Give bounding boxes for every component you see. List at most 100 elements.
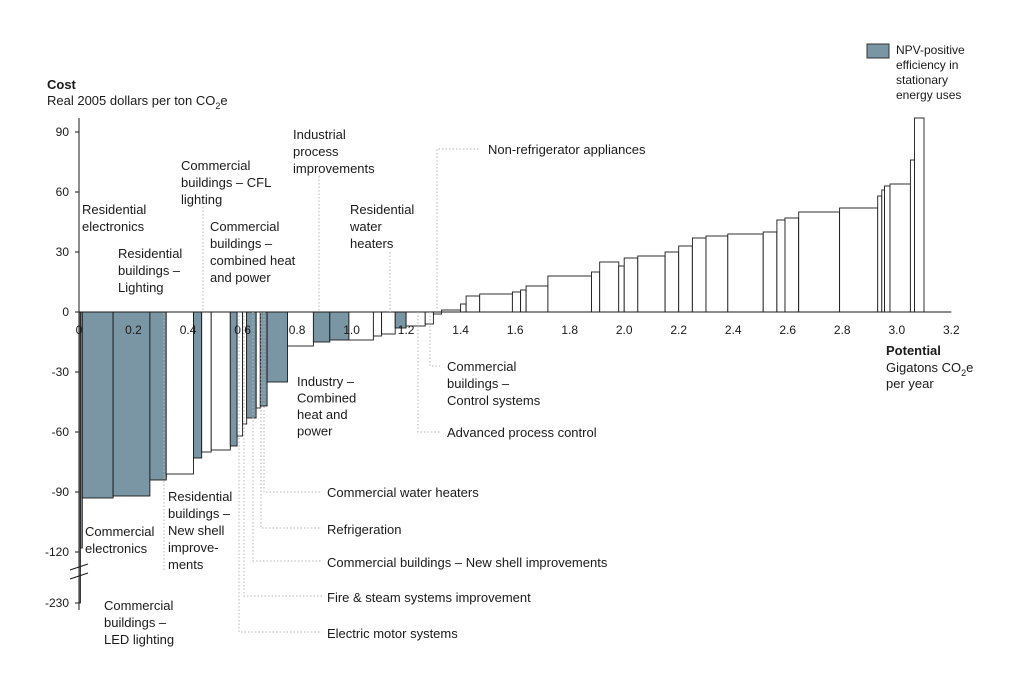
bar-segment-32 — [520, 289, 527, 313]
axes-group: 90 60 30 0 -30 -60 -90 -120 -230 0 0.2 0.4 0.6 0.8 1.0… — [45, 118, 960, 610]
annotation-residential-buildings-lighting-line-2: buildings – — [118, 263, 181, 278]
annotation-residential-buildings-lighting-line-3: Lighting — [118, 280, 164, 295]
annotation-commercial-buildings-led-lighting-line-3: LED lighting — [104, 632, 174, 647]
legend-label-line-4: energy uses — [896, 88, 961, 102]
annotation-residential-buildings-new-shell-line-3: New shell — [168, 523, 224, 538]
annotation-industry-chp-line-2: Combined — [297, 391, 356, 406]
leader-line-8 — [252, 312, 322, 562]
bar-segment-5 — [149, 311, 167, 481]
annotation-fire-steam-systems-line-1: Fire & steam systems improvement — [327, 590, 531, 605]
y-tick-label: -60 — [52, 425, 70, 439]
x-tick-label: 3.2 — [943, 323, 960, 337]
annotation-residential-water-heaters-line-1: Residential — [350, 202, 414, 217]
annotation-industrial-process-improvements-line-2: process — [293, 144, 339, 159]
annotation-industrial-process-improvements-line-1: Industrial — [293, 127, 346, 142]
bar-segment-8 — [201, 311, 212, 453]
y-tick-label: -120 — [45, 545, 69, 559]
bar-segment-49 — [839, 207, 879, 313]
annotation-commercial-buildings-led-lighting-line-1: Commercial — [104, 598, 173, 613]
leader-line-9 — [243, 312, 322, 597]
bar-segment-41 — [678, 245, 693, 313]
annotation-advanced-process-control-line-1: Advanced process control — [447, 425, 597, 440]
annotation-commercial-buildings-new-shell-line-1: Commercial buildings – New shell improve… — [327, 555, 608, 570]
annotation-commercial-buildings-cfl-lighting-line-3: lighting — [181, 192, 222, 207]
x-tick-label: 2.4 — [725, 323, 742, 337]
x-tick-label: 1.4 — [452, 323, 469, 337]
annotation-residential-buildings-new-shell-line-1: Residential — [168, 489, 232, 504]
bar-segment-20 — [348, 311, 374, 341]
annotation-commercial-buildings-control-systems-line-3: Control systems — [447, 393, 541, 408]
bar-segment-52 — [884, 185, 891, 313]
x-tick-label: 2.8 — [834, 323, 851, 337]
annotation-commercial-electronics-line-1: Commercial — [85, 524, 154, 539]
annotation-residential-buildings-new-shell-line-2: buildings – — [168, 506, 231, 521]
annotation-commercial-buildings-chp-line-1: Commercial — [210, 219, 279, 234]
axis-break-mark-1 — [69, 563, 89, 571]
bar-segment-48 — [798, 211, 841, 313]
bar-segment-18 — [312, 311, 331, 343]
bar-segment-6 — [165, 311, 194, 475]
leader-line-7 — [260, 312, 322, 529]
bar-segment-47 — [784, 217, 800, 313]
bar-segment-42 — [691, 237, 707, 313]
annotation-commercial-buildings-chp-line-3: combined heat — [210, 253, 296, 268]
annotation-commercial-buildings-led-lighting-line-2: buildings – — [104, 615, 167, 630]
bar-segment-3 — [81, 311, 114, 499]
x-tick-label: 0.4 — [180, 323, 197, 337]
bar-segment-33 — [525, 285, 549, 313]
legend-label-line-3: stationary — [896, 73, 948, 87]
leader-line-11 — [429, 312, 440, 367]
bar-segment-29 — [465, 295, 481, 313]
bar-segment-38 — [623, 257, 639, 313]
bar-segment-25 — [424, 311, 434, 325]
x-tick-label: 0.2 — [125, 323, 142, 337]
annotation-non-refrigerator-appliances-line-1: Non-refrigerator appliances — [488, 142, 646, 157]
bar-segment-4 — [112, 311, 151, 497]
bar-segment-14 — [255, 311, 261, 409]
y-tick-label: 30 — [56, 245, 70, 259]
bar-segment-34 — [547, 275, 592, 313]
y-tick-label: -230 — [45, 596, 69, 610]
annotation-commercial-buildings-chp-line-4: and power — [210, 270, 271, 285]
x-tick-label: 0 — [76, 323, 83, 337]
annotation-industry-chp-line-4: power — [297, 424, 333, 439]
bar-segment-39 — [637, 255, 666, 313]
x-tick-label: 2.0 — [616, 323, 633, 337]
y-tick-label: 0 — [62, 305, 69, 319]
y-tick-label: -30 — [52, 365, 70, 379]
x-tick-label: 1.8 — [561, 323, 578, 337]
annotation-commercial-buildings-control-systems-line-1: Commercial — [447, 359, 516, 374]
x-tick-label: 1.2 — [398, 323, 415, 337]
annotation-commercial-buildings-chp-line-2: buildings – — [210, 236, 273, 251]
bar-segment-40 — [664, 251, 680, 313]
annotation-residential-buildings-lighting-line-1: Residential — [118, 246, 182, 261]
x-tick-label: 0.8 — [289, 323, 306, 337]
bar-segment-30 — [479, 293, 513, 313]
bar-segment-37 — [618, 265, 625, 313]
annotation-industry-chp-line-1: Industry – — [297, 374, 355, 389]
annotation-electric-motor-systems-line-1: Electric motor systems — [327, 626, 458, 641]
y-axis-title: Cost — [47, 77, 77, 92]
bar-segment-28 — [460, 303, 467, 313]
y-axis-subtitle: Real 2005 dollars per ton CO2e — [47, 93, 228, 111]
annotation-residential-buildings-new-shell-line-5: ments — [168, 557, 204, 572]
annotation-commercial-buildings-cfl-lighting-line-1: Commercial — [181, 158, 250, 173]
y-tick-label: 60 — [56, 185, 70, 199]
annotation-residential-electronics-line-1: Residential — [82, 202, 146, 217]
annotation-commercial-water-heaters-line-1: Commercial water heaters — [327, 485, 479, 500]
axis-break-mark-2 — [69, 572, 89, 580]
annotation-residential-buildings-new-shell-line-4: improve- — [168, 540, 219, 555]
annotation-residential-water-heaters-line-2: water — [349, 219, 382, 234]
bar-segment-50 — [877, 195, 883, 313]
bar-segment-46 — [776, 219, 786, 313]
x-tick-label: 1.6 — [507, 323, 524, 337]
bar-segment-55 — [914, 117, 925, 313]
bar-segment-44 — [727, 233, 764, 313]
leader-line-6 — [263, 312, 322, 493]
annotation-residential-electronics-line-2: electronics — [82, 219, 145, 234]
bar-segment-53 — [889, 183, 911, 313]
bar-segment-9 — [210, 311, 231, 451]
x-tick-label: 3.0 — [888, 323, 905, 337]
annotation-commercial-buildings-control-systems-line-2: buildings – — [447, 376, 510, 391]
